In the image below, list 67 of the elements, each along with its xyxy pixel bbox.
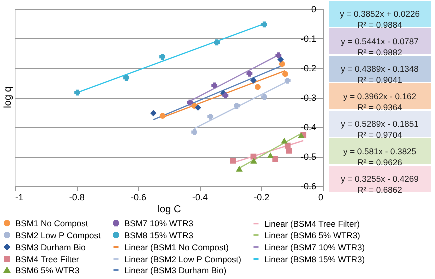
legend-label: BSM6 5% WTR3 <box>16 265 80 276</box>
text: y = 0.3962x - 0.162 R² = 0.9364 <box>343 92 417 112</box>
legend-label: BSM2 Low P Compost <box>16 230 102 240</box>
x-axis-title: log C <box>158 204 182 216</box>
point <box>212 82 218 89</box>
legend-label: BSM8 15% WTR3 <box>124 230 194 240</box>
point <box>284 78 291 84</box>
y-tick-label: -0.1 <box>300 34 316 44</box>
point <box>230 158 236 164</box>
point <box>286 148 292 154</box>
y-tick-label: -0.5 <box>300 152 316 162</box>
point <box>160 54 166 60</box>
point <box>74 90 80 96</box>
legend-label: BSM3 Durham Bio <box>16 242 86 252</box>
x-tick-label: -0.6 <box>130 192 146 202</box>
point <box>236 166 242 172</box>
point <box>195 104 202 111</box>
x-tick-label: 0 <box>318 192 324 202</box>
point <box>192 129 198 136</box>
point <box>272 156 279 162</box>
legend-label: Linear (BSM8 15% WTR3) <box>264 254 366 264</box>
point <box>160 113 166 120</box>
legend-label: Linear (BSM2 Low P Compost) <box>124 254 242 264</box>
y-tick-label: 0 <box>311 4 316 14</box>
y-tick-label: -0.3 <box>300 93 316 103</box>
point <box>251 158 257 164</box>
text: y = 0.4389x - 0.1348 R² = 0.9041 <box>341 64 420 85</box>
text: y = 0.5441x - 0.0787 R² = 0.9882 <box>341 36 420 58</box>
x-tick-label: -0.4 <box>192 192 208 202</box>
point <box>298 133 304 138</box>
point <box>222 92 229 99</box>
y-tick-label: -0.2 <box>300 64 316 74</box>
y-tick-label: -0.6 <box>300 182 316 192</box>
text: y = 0.5289x - 0.1851 R² = 0.9704 <box>341 119 420 140</box>
point <box>278 56 284 63</box>
text: y = 0.3852x + 0.0226 R² = 0.9884 <box>340 9 420 30</box>
point <box>124 75 130 81</box>
legend-label: Linear (BSM4 Tree Filter) <box>264 218 360 229</box>
legend-label: BSM7 10% WTR3 <box>124 218 194 228</box>
text: y = 0.581x - 0.3825 R² = 0.9626 <box>343 146 417 168</box>
point <box>255 84 261 90</box>
point <box>208 114 214 120</box>
point <box>268 153 274 159</box>
x-tick-label: -1 <box>16 192 24 202</box>
point <box>234 103 240 109</box>
point <box>187 100 194 106</box>
legend-label: BSM4 Tree Filter <box>16 254 80 264</box>
legend-label: Linear (BSM1 No Compost) <box>124 242 230 252</box>
legend-label: BSM1 No Compost <box>16 218 89 228</box>
point <box>262 22 268 28</box>
x-tick-label: -0.2 <box>254 192 270 202</box>
point <box>214 40 220 46</box>
point <box>246 70 253 77</box>
point <box>250 78 257 84</box>
y-tick-label: -0.4 <box>300 122 316 132</box>
point <box>279 61 286 68</box>
legend-label: Linear (BSM7 10% WTR3) <box>264 242 366 252</box>
text: y = 0.3255x - 0.4269 R² = 0.6862 <box>341 174 420 195</box>
point <box>150 110 157 116</box>
point <box>282 138 288 144</box>
point <box>262 94 268 100</box>
point <box>282 71 288 78</box>
x-tick-label: -0.8 <box>69 192 85 202</box>
legend-label: Linear (BSM3 Durham Bio) <box>124 265 227 276</box>
legend-label: Linear (BSM6 5% WTR3) <box>264 230 361 240</box>
y-axis-title: log q <box>3 86 14 108</box>
point <box>276 52 282 59</box>
